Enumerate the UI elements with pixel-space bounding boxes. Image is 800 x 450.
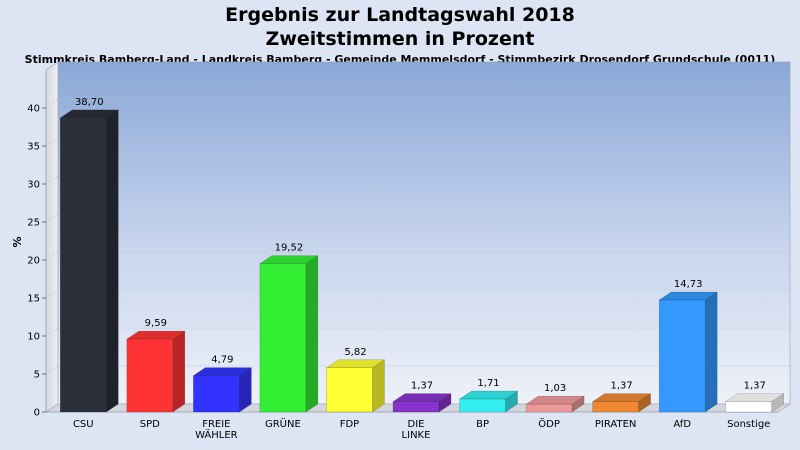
y-tick-label: 20 — [27, 256, 40, 267]
plot-left-wall — [45, 61, 59, 413]
bar-value-label: 1,37 — [411, 381, 433, 392]
y-tick-label: 0 — [34, 408, 40, 419]
x-category-label: CSU — [73, 419, 94, 430]
grid-line — [45, 137, 790, 147]
bar-value-label: 1,37 — [611, 381, 633, 392]
bar-value-label: 4,79 — [211, 355, 233, 366]
bar-front — [126, 338, 174, 413]
bar-front — [60, 117, 107, 413]
bar — [125, 330, 186, 413]
bar — [591, 393, 652, 413]
grid-line — [45, 175, 790, 185]
bar-value-label: 1,03 — [544, 383, 566, 394]
bar-side — [106, 109, 119, 413]
bar-front — [459, 398, 506, 413]
bar-side — [372, 359, 385, 413]
bar-front — [193, 375, 240, 413]
chart-title: Ergebnis zur Landtagswahl 2018 — [225, 4, 575, 26]
x-category-label: FDP — [340, 419, 359, 430]
y-tick-label: 15 — [27, 294, 40, 305]
grid-line — [45, 327, 790, 337]
x-category-label: PIRATEN — [595, 419, 637, 430]
grid-line — [45, 289, 790, 299]
bar-side — [172, 330, 186, 413]
x-category-label: BP — [476, 419, 489, 430]
y-tick-label: 35 — [27, 142, 40, 153]
bar-value-label: 5,82 — [344, 347, 366, 358]
x-category-label: LINKE — [402, 430, 431, 441]
grid-line — [45, 213, 790, 223]
x-category-label: Sonstige — [727, 419, 770, 430]
bar — [658, 291, 719, 413]
y-axis-label: % — [11, 236, 24, 247]
bar-value-label: 1,71 — [477, 378, 499, 389]
y-tick-label: 5 — [34, 370, 40, 381]
x-category-label: ÖDP — [538, 417, 560, 430]
bar-front — [326, 367, 373, 413]
bar-front — [525, 403, 573, 413]
grid-line — [45, 365, 790, 375]
x-category-label: SPD — [140, 419, 160, 430]
y-tick-label: 40 — [27, 104, 40, 115]
bar-value-label: 1,37 — [744, 381, 766, 392]
x-category-label: FREIE — [202, 419, 230, 430]
x-category-label: DIE — [408, 419, 425, 430]
grid-line — [45, 99, 790, 109]
y-tick-label: 30 — [27, 180, 40, 191]
x-category-label: WÄHLER — [195, 428, 238, 441]
bar-value-label: 19,52 — [275, 243, 304, 254]
bar-front — [658, 299, 706, 413]
bar-front — [592, 401, 639, 413]
bar — [724, 393, 785, 413]
y-tick-label: 25 — [27, 218, 40, 229]
bar-front — [725, 401, 772, 413]
bar-side — [704, 291, 718, 413]
bar-value-label: 14,73 — [674, 279, 703, 290]
bar-front — [392, 401, 440, 413]
bar — [259, 255, 319, 413]
bar-value-label: 38,70 — [75, 97, 104, 108]
y-tick-label: 10 — [27, 332, 40, 343]
bar-side — [305, 255, 319, 413]
x-category-label: GRÜNE — [265, 417, 301, 430]
bar — [59, 109, 120, 413]
x-category-label: AfD — [673, 419, 691, 430]
bar — [192, 367, 253, 413]
bar — [325, 359, 386, 413]
chart-subtitle-line: Zweitstimmen in Prozent — [265, 28, 535, 50]
bar — [458, 390, 519, 413]
bar-front — [259, 263, 307, 413]
bar — [525, 395, 585, 413]
grid-line — [45, 251, 790, 261]
bar-value-label: 9,59 — [145, 318, 167, 329]
bar — [392, 393, 452, 413]
